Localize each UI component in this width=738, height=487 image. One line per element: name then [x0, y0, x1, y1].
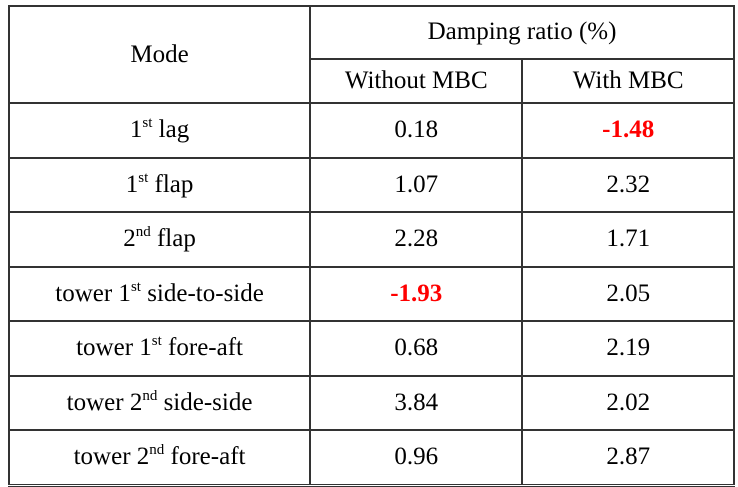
with-mbc-cell: 1.71 [521, 211, 735, 268]
mode-cell: tower 1st fore-aft [7, 320, 312, 377]
without-mbc-cell: 1.07 [309, 156, 524, 213]
mode-text-rest: fore-aft [164, 443, 246, 471]
with-mbc-cell: 2.02 [521, 374, 735, 431]
mode-text: tower 2 [73, 443, 150, 471]
mode-text-rest: lag [152, 116, 190, 144]
table-row: 2nd flap 2.28 1.71 [7, 211, 735, 268]
table-row: 1st lag 0.18 -1.48 [7, 102, 735, 159]
header-mode: Mode [7, 5, 312, 104]
mode-text: tower 2 [66, 388, 143, 416]
table-row: tower 1st fore-aft 0.68 2.19 [7, 320, 735, 377]
without-mbc-cell: 0.18 [309, 102, 524, 159]
with-mbc-cell: 2.05 [521, 265, 735, 322]
with-mbc-cell: 2.19 [521, 320, 735, 377]
mode-cell: tower 1st side-to-side [7, 265, 312, 322]
ordinal-suffix: st [142, 115, 153, 132]
table-row: tower 1st side-to-side -1.93 2.05 [7, 265, 735, 322]
damping-ratio-table: Mode Damping ratio (%) Without MBC With … [7, 5, 735, 487]
ordinal-suffix: st [151, 333, 162, 350]
mode-text: 2 [123, 225, 136, 253]
mode-cell: 1st lag [7, 102, 312, 159]
with-mbc-cell: 2.32 [521, 156, 735, 213]
ordinal-suffix: st [130, 278, 141, 295]
mode-text-rest: flap [150, 225, 196, 253]
header-without-mbc: Without MBC [309, 57, 524, 105]
mode-text-rest: side-to-side [140, 279, 264, 307]
without-mbc-cell: 2.28 [309, 211, 524, 268]
ordinal-suffix: nd [149, 442, 165, 459]
table-row: 1st flap 1.07 2.32 [7, 156, 735, 213]
mode-text: 1 [129, 116, 143, 144]
mode-text-rest: flap [148, 170, 194, 198]
mode-cell: tower 2nd side-side [7, 374, 312, 431]
ordinal-suffix: nd [142, 387, 158, 404]
without-mbc-cell: 3.84 [309, 374, 524, 431]
ordinal-suffix: nd [135, 224, 151, 241]
mode-text: 1 [125, 170, 139, 198]
with-mbc-cell: -1.48 [521, 102, 735, 159]
mode-cell: 1st flap [7, 156, 312, 213]
mode-text-rest: side-side [157, 388, 253, 416]
without-mbc-cell: 0.68 [309, 320, 524, 377]
ordinal-suffix: st [138, 169, 149, 186]
mode-text: tower 1 [55, 279, 131, 307]
mode-text-rest: fore-aft [161, 334, 243, 362]
table-row: tower 2nd side-side 3.84 2.02 [7, 374, 735, 431]
mode-cell: 2nd flap [7, 211, 312, 268]
without-mbc-cell: -1.93 [309, 265, 524, 322]
mode-text: tower 1 [76, 334, 152, 362]
header-with-mbc: With MBC [521, 57, 735, 105]
header-damping-ratio: Damping ratio (%) [309, 5, 735, 60]
